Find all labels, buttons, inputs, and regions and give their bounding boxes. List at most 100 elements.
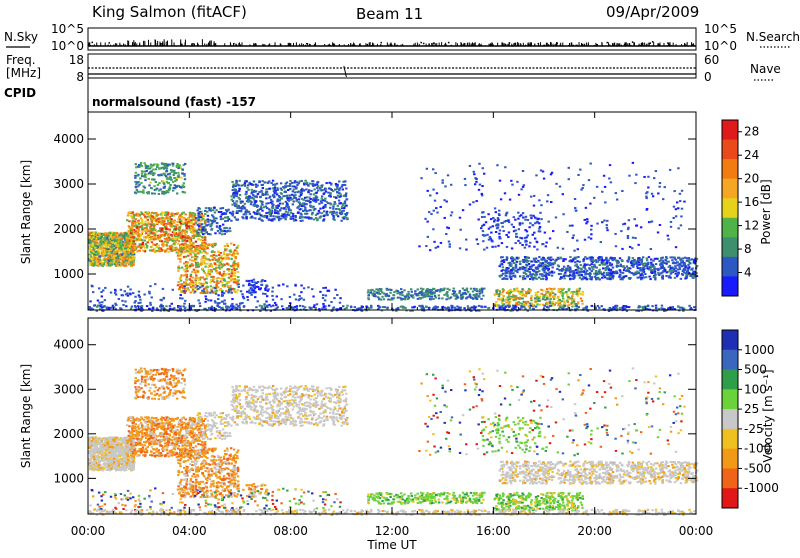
power-echo bbox=[178, 165, 180, 167]
power-echo bbox=[183, 269, 185, 271]
power-echo bbox=[652, 269, 654, 271]
power-echo bbox=[151, 241, 153, 243]
power-echo bbox=[181, 168, 183, 170]
power-echo bbox=[157, 214, 159, 216]
power-echo bbox=[324, 206, 326, 208]
power-echo bbox=[260, 207, 262, 209]
power-echo bbox=[141, 170, 143, 172]
power-echo bbox=[185, 274, 187, 276]
power-echo bbox=[399, 294, 401, 296]
power-echo bbox=[134, 231, 136, 233]
power-echo bbox=[120, 240, 122, 242]
power-echo bbox=[216, 280, 218, 282]
power-echo bbox=[636, 262, 638, 264]
power-echo bbox=[644, 273, 646, 275]
power-echo bbox=[648, 269, 650, 271]
power-echo bbox=[630, 262, 632, 264]
power-echo bbox=[260, 284, 262, 286]
power-echo bbox=[178, 217, 180, 219]
power-echo bbox=[290, 212, 292, 214]
power-echo bbox=[576, 260, 578, 262]
power-echo bbox=[121, 256, 123, 258]
power-echo bbox=[510, 269, 512, 271]
power-echo bbox=[205, 259, 207, 261]
power-echo bbox=[315, 201, 317, 203]
power-echo bbox=[581, 300, 583, 302]
power-echo bbox=[257, 281, 259, 283]
power-echo bbox=[171, 235, 173, 237]
power-echo bbox=[113, 263, 115, 265]
power-echo bbox=[176, 185, 178, 187]
power-echo bbox=[173, 225, 175, 227]
power-echo bbox=[265, 197, 267, 199]
power-echo bbox=[100, 241, 102, 243]
power-echo bbox=[546, 288, 548, 290]
power-echo bbox=[547, 257, 549, 259]
power-echo bbox=[157, 184, 159, 186]
power-echo bbox=[145, 167, 147, 169]
power-echo bbox=[218, 232, 220, 234]
power-echo bbox=[203, 226, 205, 228]
power-echo bbox=[633, 259, 635, 261]
power-echo bbox=[274, 187, 276, 189]
power-echo bbox=[303, 205, 305, 207]
power-echo bbox=[438, 294, 440, 296]
power-echo bbox=[139, 191, 141, 193]
power-echo bbox=[269, 188, 271, 190]
power-echo bbox=[181, 230, 183, 232]
power-echo bbox=[287, 211, 289, 213]
power-echo bbox=[102, 234, 104, 236]
power-echo bbox=[152, 174, 154, 176]
power-echo bbox=[248, 211, 250, 213]
power-echo bbox=[186, 244, 188, 246]
power-echo bbox=[160, 250, 162, 252]
power-echo bbox=[181, 232, 183, 234]
power-echo bbox=[668, 266, 670, 268]
power-echo bbox=[294, 216, 296, 218]
power-echo bbox=[149, 182, 151, 184]
power-echo bbox=[177, 212, 179, 214]
power-echo bbox=[192, 235, 194, 237]
power-echo bbox=[197, 252, 199, 254]
power-echo bbox=[321, 184, 323, 186]
power-echo bbox=[272, 215, 274, 217]
power-echo bbox=[276, 183, 278, 185]
power-echo bbox=[554, 262, 556, 264]
power-echo bbox=[268, 197, 270, 199]
power-echo bbox=[190, 286, 192, 288]
power-echo bbox=[272, 204, 274, 206]
power-echo bbox=[297, 212, 299, 214]
power-echo bbox=[435, 297, 437, 299]
power-echo bbox=[184, 163, 186, 165]
nsearch-dot bbox=[556, 42, 558, 44]
power-data bbox=[88, 162, 698, 312]
power-echo bbox=[595, 270, 597, 272]
power-echo bbox=[121, 237, 123, 239]
power-echo bbox=[598, 278, 600, 280]
power-echo bbox=[120, 248, 122, 250]
power-echo bbox=[224, 256, 226, 258]
power-echo bbox=[237, 276, 239, 278]
power-echo bbox=[339, 187, 341, 189]
power-echo bbox=[629, 271, 631, 273]
power-echo bbox=[531, 295, 533, 297]
power-echo bbox=[156, 163, 158, 165]
power-echo bbox=[111, 238, 113, 240]
power-echo bbox=[278, 218, 280, 220]
power-echo bbox=[289, 180, 291, 182]
power-echo bbox=[566, 269, 568, 271]
power-echo bbox=[277, 198, 279, 200]
power-echo bbox=[401, 294, 403, 296]
power-echo bbox=[181, 219, 183, 221]
power-echo bbox=[665, 263, 667, 265]
power-echo bbox=[626, 265, 628, 267]
nsearch-label: N.Search bbox=[746, 30, 800, 44]
power-echo bbox=[138, 230, 140, 232]
power-echo bbox=[280, 218, 282, 220]
power-echo bbox=[165, 231, 167, 233]
power-echo bbox=[135, 172, 137, 174]
power-echo bbox=[232, 253, 234, 255]
power-echo bbox=[508, 270, 510, 272]
power-echo bbox=[480, 291, 482, 293]
